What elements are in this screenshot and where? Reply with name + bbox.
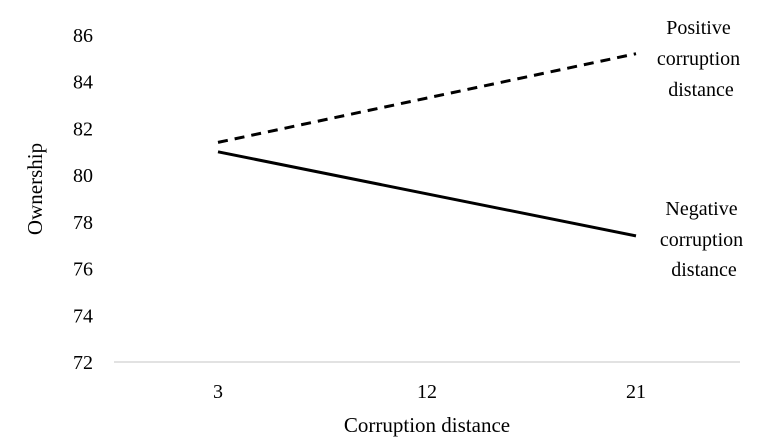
y-tick-label: 78 (73, 212, 93, 234)
x-axis-title: Corruption distance (344, 413, 510, 437)
negative-label-line-3: distance (671, 259, 737, 281)
negative-label-line-1: Negative (665, 198, 737, 220)
y-tick-labels: 72 74 76 78 80 82 84 86 (73, 25, 93, 374)
x-tick-labels: 3 12 21 (213, 381, 646, 403)
x-tick-label: 12 (417, 381, 437, 403)
y-tick-label: 80 (73, 165, 93, 187)
positive-label-line-2: corruption (657, 48, 740, 70)
y-tick-label: 74 (73, 305, 93, 327)
x-tick-label: 3 (213, 381, 223, 403)
y-tick-label: 72 (73, 352, 93, 374)
positive-series-line (218, 54, 636, 143)
series-lines (218, 54, 636, 236)
y-tick-label: 82 (73, 118, 93, 140)
x-tick-label: 21 (626, 381, 646, 403)
negative-series-label: Negative corruption distance (660, 198, 748, 281)
y-tick-label: 86 (73, 25, 93, 47)
y-tick-label: 76 (73, 259, 93, 281)
y-tick-label: 84 (73, 72, 93, 94)
positive-label-line-1: Positive (666, 17, 731, 39)
y-axis-title: Ownership (23, 143, 47, 235)
negative-series-line (218, 152, 636, 236)
positive-label-line-3: distance (668, 79, 734, 101)
positive-series-label: Positive corruption distance (657, 17, 745, 101)
negative-label-line-2: corruption (660, 229, 743, 251)
